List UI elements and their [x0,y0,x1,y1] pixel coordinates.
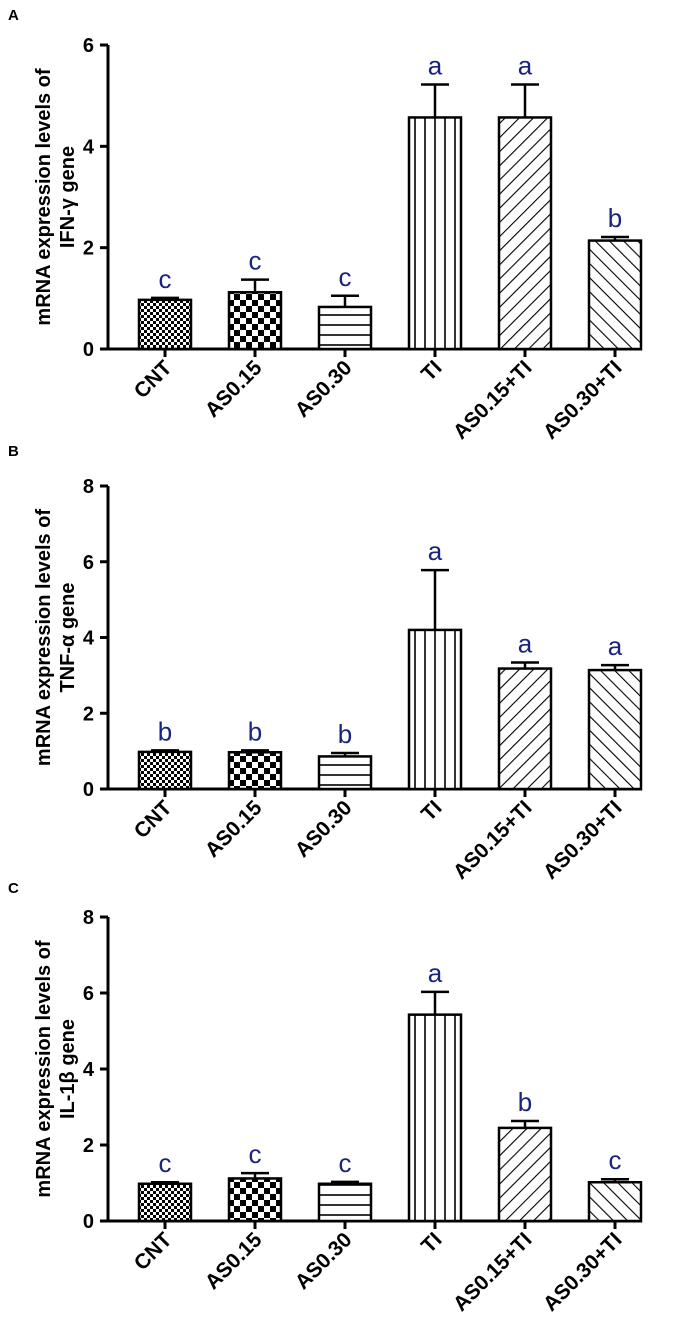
x-category-label: CNT [130,796,177,843]
significance-letter: c [339,262,352,292]
x-category-label: AS0.15 [201,356,267,422]
bar-as0-15-ti [497,116,553,351]
significance-letter: b [158,716,172,746]
bar-ti [407,1013,463,1223]
significance-letter: c [249,1139,262,1169]
panel-tag: C [8,880,19,897]
bar-cnt [137,1182,193,1223]
x-category-label: AS0.30+TI [539,796,627,884]
y-tick-label: 2 [83,703,94,725]
y-tick-label: 2 [83,238,94,260]
bar-as0-15-ti [497,667,553,791]
x-category-label: AS0.15 [201,1228,267,1294]
y-tick-label: 4 [83,1059,95,1081]
significance-letter: a [608,631,623,661]
y-tick-label: 0 [83,339,94,361]
bar-as0-30 [317,305,373,351]
significance-letter: b [338,719,352,749]
y-axis-title: TNF-α gene [57,582,79,692]
bar-as0-30-ti [587,1180,643,1223]
x-category-label: TI [417,356,446,385]
y-tick-label: 4 [83,628,95,650]
x-category-label: AS0.30+TI [539,1228,627,1316]
bar-ti [407,116,463,351]
y-axis-title: IL-1β gene [57,1019,79,1119]
bar-cnt [137,750,193,791]
x-category-label: TI [417,796,446,825]
y-tick-label: 6 [83,983,94,1005]
significance-letter: c [609,1145,622,1175]
bar-as0-30 [317,755,373,791]
x-category-label: AS0.15 [201,796,267,862]
panel-tag: B [8,443,19,460]
panel-tag: A [8,7,19,24]
y-axis-title: mRNA expression levels of [33,509,55,766]
significance-letter: b [608,203,622,233]
y-axis-title: IFN-γ gene [57,146,79,248]
x-category-label: AS0.30 [291,1228,357,1294]
bar-as0-15 [227,751,283,791]
bar-as0-30-ti [587,239,643,351]
bar-as0-15 [227,1177,283,1223]
y-tick-label: 4 [83,136,95,158]
y-tick-label: 2 [83,1135,94,1157]
bar-cnt [137,298,193,351]
significance-letter: a [428,536,443,566]
y-tick-label: 0 [83,779,94,801]
significance-letter: a [428,51,443,81]
y-tick-label: 6 [83,35,94,57]
significance-letter: c [159,264,172,294]
x-category-label: AS0.30 [291,356,357,422]
y-tick-label: 0 [83,1211,94,1233]
significance-letter: c [249,246,262,276]
x-category-label: CNT [130,356,177,403]
y-axis-title: mRNA expression levels of [33,940,55,1197]
x-category-label: TI [417,1228,446,1257]
significance-letter: b [248,716,262,746]
significance-letter: a [518,51,533,81]
significance-letter: b [518,1087,532,1117]
y-axis-title: mRNA expression levels of [33,68,55,325]
significance-letter: a [518,628,533,658]
y-tick-label: 6 [83,552,94,574]
x-category-label: AS0.30+TI [539,356,627,444]
x-category-label: AS0.15+TI [449,1228,537,1316]
x-category-label: AS0.15+TI [449,356,537,444]
bar-as0-30 [317,1182,373,1223]
bar-as0-15-ti [497,1126,553,1223]
bar-ti [407,628,463,791]
significance-letter: c [339,1148,352,1178]
x-category-label: AS0.15+TI [449,796,537,884]
significance-letter: c [159,1148,172,1178]
bar-as0-30-ti [587,668,643,791]
y-tick-label: 8 [83,476,94,498]
x-category-label: CNT [130,1228,177,1275]
x-category-label: AS0.30 [291,796,357,862]
y-tick-label: 8 [83,907,94,929]
bar-as0-15 [227,291,283,351]
significance-letter: a [428,958,443,988]
